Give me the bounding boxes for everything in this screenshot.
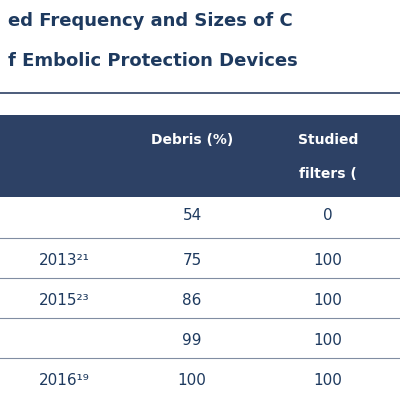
Text: 86: 86 — [182, 293, 202, 308]
Text: 100: 100 — [178, 373, 206, 388]
Bar — [0, 278, 400, 323]
Text: 2015²³: 2015²³ — [39, 293, 89, 308]
Text: 54: 54 — [182, 208, 202, 223]
Bar — [0, 358, 400, 400]
Text: 100: 100 — [314, 333, 342, 348]
Bar — [0, 115, 400, 197]
Text: 100: 100 — [314, 373, 342, 388]
Text: 2016¹⁹: 2016¹⁹ — [38, 373, 90, 388]
Text: Studied: Studied — [298, 133, 358, 147]
Text: 100: 100 — [314, 293, 342, 308]
Text: 75: 75 — [182, 253, 202, 268]
Text: 99: 99 — [182, 333, 202, 348]
Text: filters (: filters ( — [299, 167, 357, 181]
Bar — [0, 193, 400, 238]
Text: 100: 100 — [314, 253, 342, 268]
Text: 2013²¹: 2013²¹ — [38, 253, 90, 268]
Bar — [0, 238, 400, 283]
Text: Debris (%): Debris (%) — [151, 133, 233, 147]
Text: f Embolic Protection Devices: f Embolic Protection Devices — [8, 52, 298, 70]
Text: 0: 0 — [323, 208, 333, 223]
Bar — [0, 318, 400, 363]
Text: ed Frequency and Sizes of C: ed Frequency and Sizes of C — [8, 12, 293, 30]
